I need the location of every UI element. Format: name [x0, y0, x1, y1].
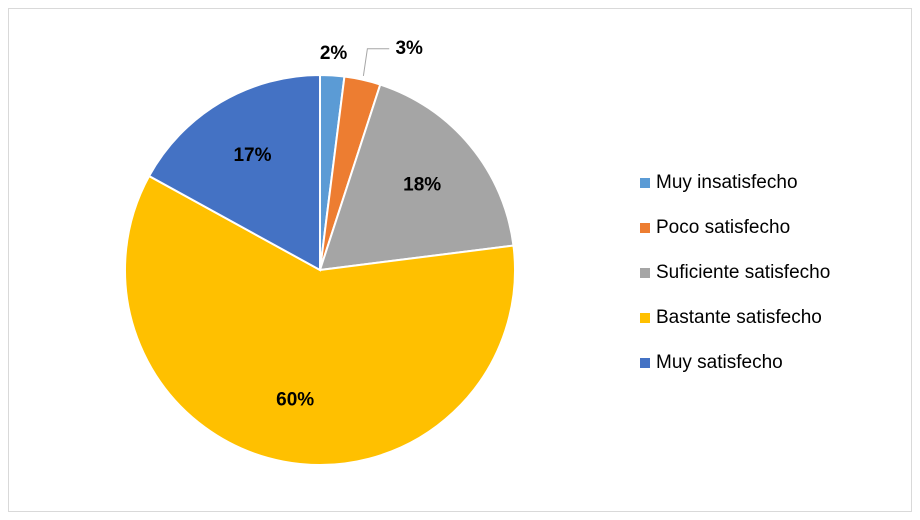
legend-label: Bastante satisfecho — [656, 307, 822, 328]
legend-swatch — [640, 313, 650, 323]
legend-swatch — [640, 268, 650, 278]
legend-label: Poco satisfecho — [656, 217, 790, 238]
data-label: 60% — [276, 389, 314, 410]
pie-slice — [124, 174, 516, 466]
pie-slice — [147, 73, 321, 272]
leader-line — [362, 48, 390, 76]
data-label: 3% — [395, 38, 423, 59]
legend-swatch — [640, 178, 650, 188]
legend-label: Muy satisfecho — [656, 352, 783, 373]
data-label: 2% — [320, 43, 348, 64]
legend-swatch — [640, 358, 650, 368]
data-label: 17% — [233, 145, 271, 166]
pie-slice — [318, 83, 515, 272]
legend-label: Suficiente satisfecho — [656, 262, 830, 283]
legend-swatch — [640, 223, 650, 233]
data-label: 18% — [403, 174, 441, 195]
legend-label: Muy insatisfecho — [656, 172, 798, 193]
